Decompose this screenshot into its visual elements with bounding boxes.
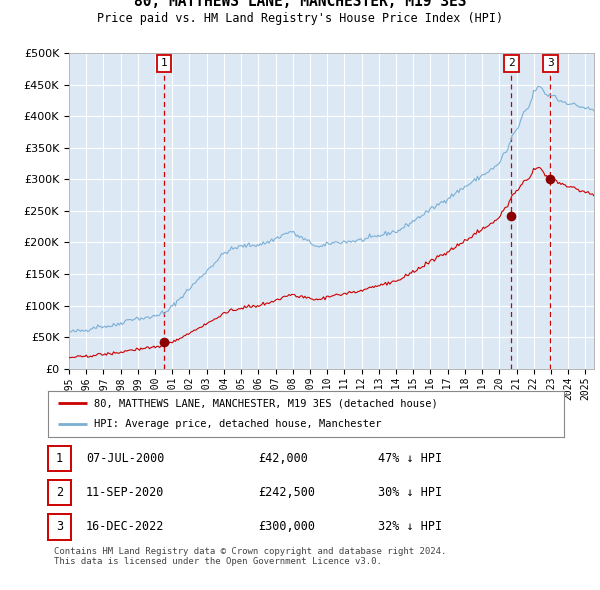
Text: £300,000: £300,000 <box>258 520 315 533</box>
Text: 80, MATTHEWS LANE, MANCHESTER, M19 3ES: 80, MATTHEWS LANE, MANCHESTER, M19 3ES <box>134 0 466 9</box>
Text: HPI: Average price, detached house, Manchester: HPI: Average price, detached house, Manc… <box>94 419 382 429</box>
Text: 11-SEP-2020: 11-SEP-2020 <box>86 486 164 499</box>
Text: 47% ↓ HPI: 47% ↓ HPI <box>378 452 442 465</box>
Text: £242,500: £242,500 <box>258 486 315 499</box>
Text: 2: 2 <box>508 58 515 68</box>
FancyBboxPatch shape <box>504 55 519 72</box>
Text: 3: 3 <box>56 520 63 533</box>
Text: 3: 3 <box>547 58 554 68</box>
Text: 16-DEC-2022: 16-DEC-2022 <box>86 520 164 533</box>
Text: 32% ↓ HPI: 32% ↓ HPI <box>378 520 442 533</box>
Text: 1: 1 <box>161 58 167 68</box>
Text: 2: 2 <box>56 486 63 499</box>
FancyBboxPatch shape <box>157 55 172 72</box>
Text: 07-JUL-2000: 07-JUL-2000 <box>86 452 164 465</box>
Text: £42,000: £42,000 <box>258 452 308 465</box>
Text: Contains HM Land Registry data © Crown copyright and database right 2024.
This d: Contains HM Land Registry data © Crown c… <box>54 547 446 566</box>
Text: 30% ↓ HPI: 30% ↓ HPI <box>378 486 442 499</box>
FancyBboxPatch shape <box>543 55 557 72</box>
Text: 1: 1 <box>56 452 63 465</box>
Text: 80, MATTHEWS LANE, MANCHESTER, M19 3ES (detached house): 80, MATTHEWS LANE, MANCHESTER, M19 3ES (… <box>94 398 438 408</box>
Text: Price paid vs. HM Land Registry's House Price Index (HPI): Price paid vs. HM Land Registry's House … <box>97 12 503 25</box>
